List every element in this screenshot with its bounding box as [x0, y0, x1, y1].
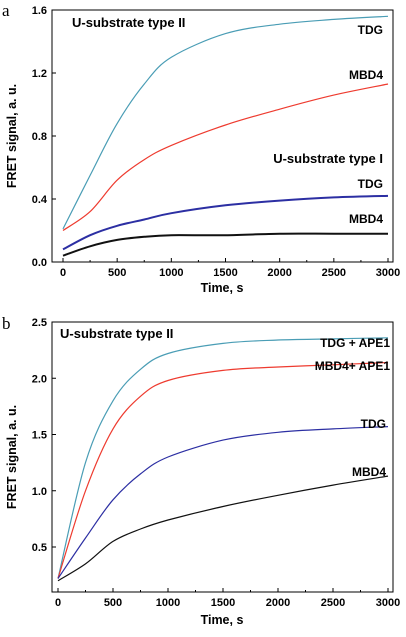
panel-a-ticks: 0 500 1000 1500 2000 2500 3000 0.0 0.4 0.8 1.2 1.6 [32, 5, 401, 279]
panel-b-series [57, 337, 389, 582]
panel-b: b 0 500 1000 1500 2000 2500 3000 0.5 1.0 1.5 2.0 2.… [2, 314, 400, 627]
panel-b-ticks: 0 500 1000 1500 2000 2500 3000 0.5 1.0 1.5 2.0 2.5 [32, 317, 401, 609]
panel-a-series-line-1 [62, 83, 389, 231]
panel-b-x-tick-label: 500 [104, 597, 122, 609]
series-label-mbd4-type1: MBD4 [349, 212, 383, 226]
panel-a-x-tick-label: 3000 [376, 267, 400, 279]
panel-b-y-tick-label: 0.5 [32, 542, 47, 554]
series-label-tdg-type1: TDG [358, 177, 383, 191]
panel-a-plot-frame [51, 9, 394, 263]
panel-a-y-tick-label: 1.6 [32, 5, 47, 17]
panel-a-series-line-0 [62, 15, 389, 230]
panel-a-y-axis-label: FRET signal, a. u. [5, 84, 19, 188]
panel-b-series-line-0 [57, 337, 389, 579]
panel-b-x-tick-label: 0 [55, 597, 61, 609]
panel-a-annotation-type2: U-substrate type II [72, 15, 185, 30]
panel-a-y-tick-label: 0.8 [32, 131, 47, 143]
panel-a-x-tick-label: 2000 [267, 267, 291, 279]
panel-a-x-tick-label: 2500 [322, 267, 346, 279]
panel-a-x-tick-label: 500 [108, 267, 126, 279]
panel-a-series-line-3 [62, 232, 388, 257]
panel-b-series-labels: TDG + APE1 MBD4+ APE1 TDG MBD4 [315, 336, 391, 479]
panel-b-y-tick-label: 1.5 [32, 430, 47, 442]
panel-b-x-tick-label: 1000 [156, 597, 180, 609]
panel-a-x-axis-label: Time, s [201, 281, 244, 295]
panel-b-x-axis-label: Time, s [201, 613, 244, 627]
panel-b-y-tick-label: 2.5 [32, 317, 47, 329]
panel-a-letter: a [2, 1, 10, 20]
panel-b-x-tick-label: 3000 [376, 597, 400, 609]
panel-a-series [62, 15, 389, 257]
series-label-tdg-b: TDG [361, 417, 386, 431]
panel-b-x-tick-label: 1500 [211, 597, 235, 609]
panel-b-x-tick-label: 2500 [321, 597, 345, 609]
panel-b-x-tick-label: 2000 [266, 597, 290, 609]
panel-a-x-tick-label: 1500 [213, 267, 237, 279]
series-label-mbd4-b: MBD4 [352, 465, 386, 479]
series-label-mbd4-ape1: MBD4+ APE1 [315, 359, 391, 373]
panel-a-x-tick-label: 0 [60, 267, 66, 279]
series-label-tdg-type2: TDG [358, 23, 383, 37]
panel-b-letter: b [2, 314, 11, 333]
panel-a-y-tick-label: 1.2 [32, 68, 47, 80]
panel-a-x-tick-label: 1000 [159, 267, 183, 279]
panel-b-y-tick-label: 1.0 [32, 486, 47, 498]
series-label-tdg-ape1: TDG + APE1 [320, 336, 390, 350]
panel-a-y-tick-label: 0.4 [32, 194, 48, 206]
panel-a-annotation-type1: U-substrate type I [273, 151, 383, 166]
panel-b-annotation-type2: U-substrate type II [60, 326, 173, 341]
panel-a-y-tick-label: 0.0 [32, 257, 47, 269]
panel-b-series-line-1 [57, 361, 389, 579]
panel-b-y-axis-label: FRET signal, a. u. [5, 405, 19, 509]
panel-a: a 0 500 1000 1500 2000 2500 3000 0.0 0.4 0.8 1.2 1.… [2, 1, 400, 295]
panel-b-series-line-3 [57, 475, 389, 582]
panel-b-series-line-2 [57, 426, 389, 579]
panel-b-y-tick-label: 2.0 [32, 373, 47, 385]
panel-a-series-labels: TDG MBD4 TDG MBD4 [349, 23, 383, 226]
series-label-mbd4-type2: MBD4 [349, 68, 383, 82]
panel-a-series-line-2 [62, 194, 389, 251]
